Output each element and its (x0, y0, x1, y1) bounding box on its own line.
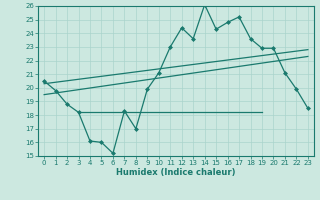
X-axis label: Humidex (Indice chaleur): Humidex (Indice chaleur) (116, 168, 236, 177)
